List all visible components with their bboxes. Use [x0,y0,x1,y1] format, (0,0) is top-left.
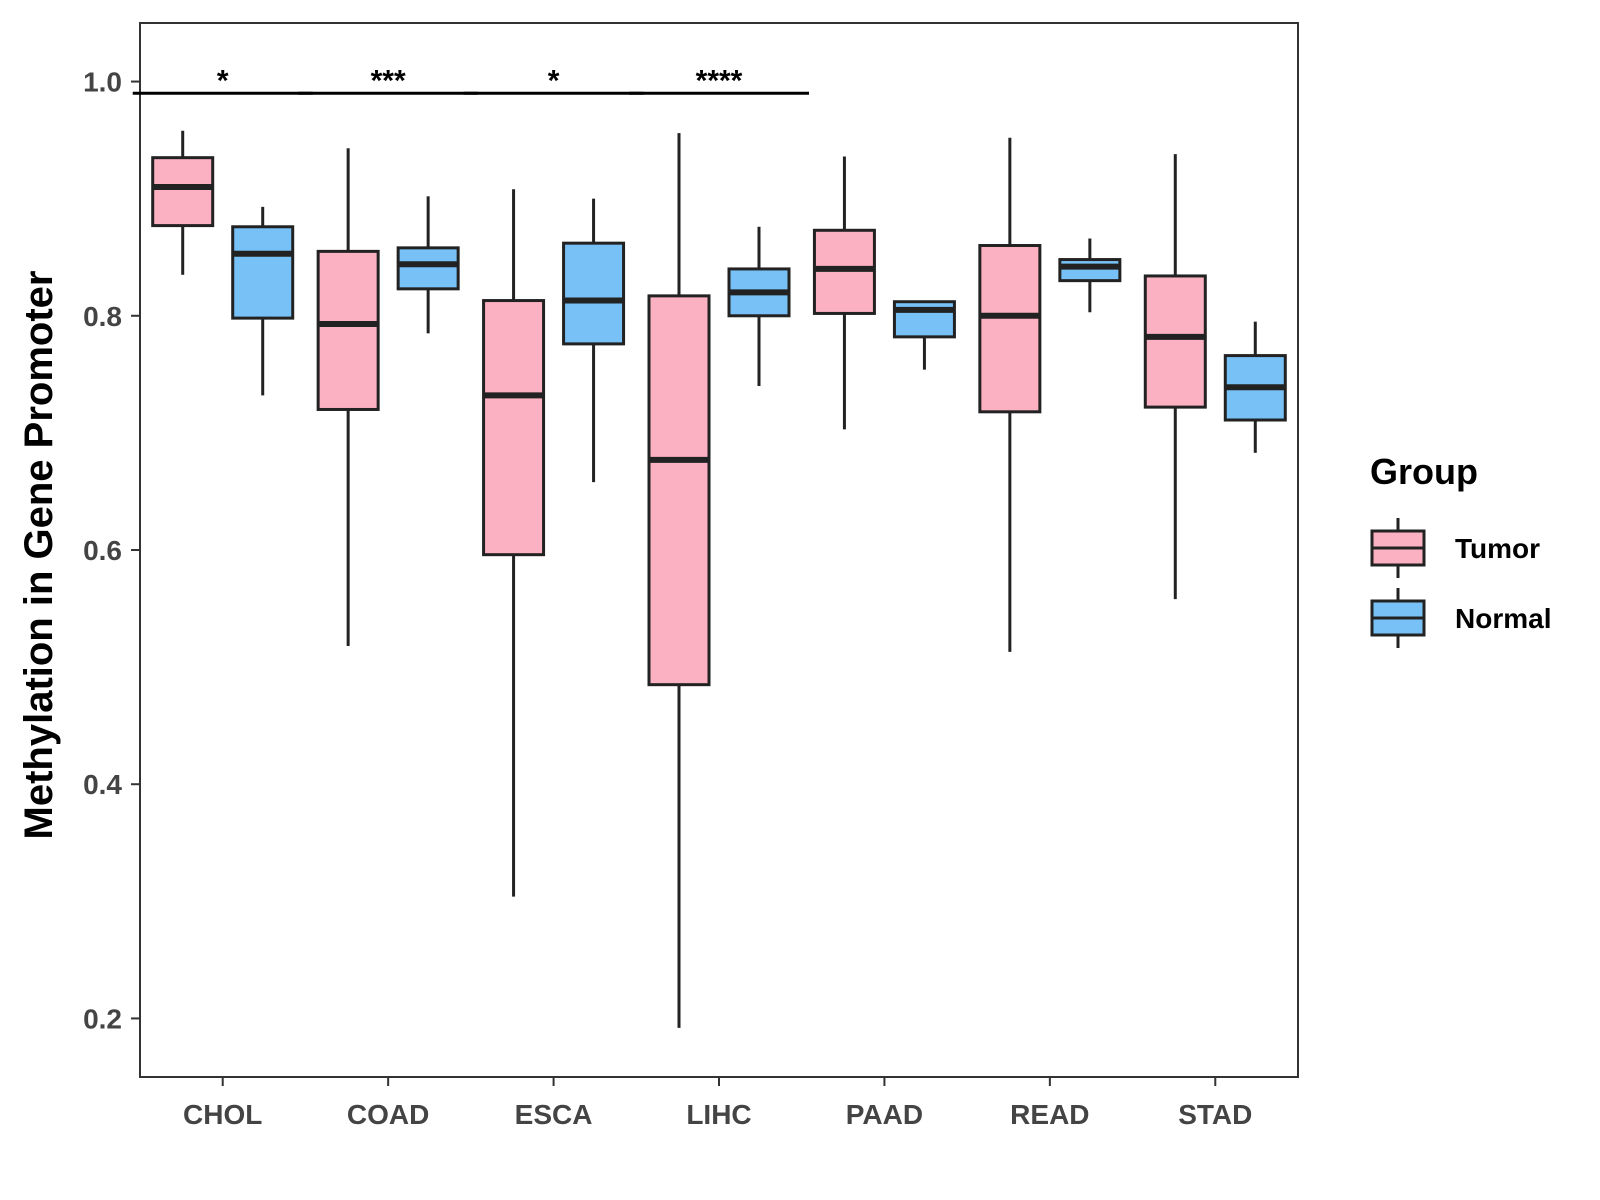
box-normal-stad [1223,321,1287,453]
box-body [482,299,546,557]
box-tumor-chol [151,130,215,275]
significance-chol: * [132,64,313,97]
legend-label: Normal [1455,603,1551,634]
significance-layer: * *** * **** [132,64,809,97]
box-tumor-read [978,137,1042,652]
box-layer [151,130,1287,1028]
significance-lihc: **** [629,64,809,97]
y-axis-title: Methylation in Gene Promoter [17,271,61,840]
box-tumor-paad [812,156,876,430]
legend: Group Tumor Normal [1370,451,1551,648]
box-normal-coad [396,196,460,334]
box-tumor-esca [482,189,546,897]
box-body [1058,258,1122,283]
significance-label: * [548,64,560,97]
x-tick-label-coad: COAD [347,1099,429,1130]
x-axis: CHOL COAD ESCA LIHC PAAD READ STAD [183,1077,1252,1130]
legend-item-tumor: Tumor [1370,518,1540,578]
box-normal-paad [892,300,956,370]
x-tick-label-read: READ [1010,1099,1089,1130]
legend-title: Group [1370,451,1478,492]
box-body [562,241,626,346]
box-body [151,156,215,228]
x-tick-label-lihc: LIHC [686,1099,751,1130]
box-tumor-lihc [647,133,711,1028]
significance-label: * [217,64,229,97]
y-tick-label: 0.2 [83,1003,122,1034]
legend-label: Tumor [1455,533,1540,564]
box-body [316,249,380,411]
y-tick-label: 0.8 [83,301,122,332]
box-tumor-stad [1143,154,1207,600]
box-body [231,225,295,320]
box-normal-read [1058,238,1122,313]
box-tumor-coad [316,148,380,647]
x-tick-label-esca: ESCA [515,1099,593,1130]
box-body [978,244,1042,414]
significance-label: *** [371,64,406,97]
x-tick-label-stad: STAD [1178,1099,1252,1130]
box-normal-esca [562,198,626,483]
x-tick-label-chol: CHOL [183,1099,262,1130]
significance-esca: * [463,64,644,97]
legend-item-normal: Normal [1370,588,1551,648]
x-tick-label-paad: PAAD [846,1099,923,1130]
y-tick-label: 0.6 [83,535,122,566]
significance-coad: *** [298,64,479,97]
y-tick-label: 1.0 [83,67,122,98]
plot-panel [139,22,1299,1078]
y-tick-label: 0.4 [83,769,122,800]
box-normal-chol [231,206,295,396]
box-body [396,246,460,291]
panel-border [139,22,1299,1078]
box-body [647,294,711,687]
y-axis: 0.2 0.4 0.6 0.8 1.0 [83,67,140,1034]
box-body [1143,274,1207,409]
significance-label: **** [696,64,743,97]
box-normal-lihc [727,226,791,387]
